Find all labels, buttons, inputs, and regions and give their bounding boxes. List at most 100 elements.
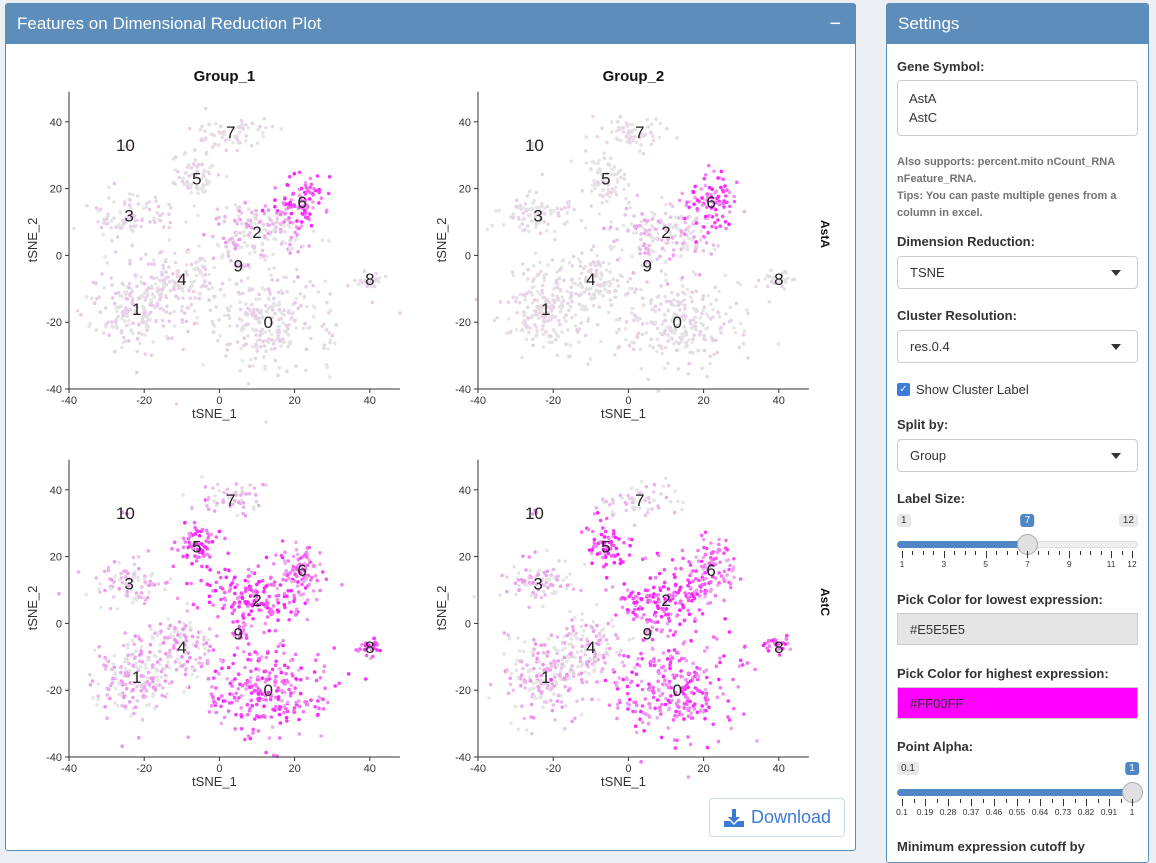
download-button[interactable]: Download bbox=[709, 798, 845, 837]
gene-symbol-textarea[interactable]: AstA AstC bbox=[897, 80, 1138, 136]
cell-point bbox=[615, 238, 619, 242]
cell-point bbox=[583, 670, 587, 674]
label-size-slider[interactable]: 1 12 7 1 3 5 7 9 11 12 bbox=[897, 508, 1138, 569]
cell-point bbox=[552, 576, 556, 580]
cell-point bbox=[532, 666, 536, 671]
cell-point bbox=[304, 304, 309, 309]
cell-point bbox=[290, 246, 295, 251]
cell-point bbox=[529, 702, 534, 707]
cell-point bbox=[663, 328, 667, 333]
cell-point bbox=[264, 125, 268, 130]
cell-point bbox=[666, 634, 670, 638]
cell-point bbox=[591, 641, 596, 646]
split-by-select[interactable]: Group bbox=[897, 439, 1138, 472]
high-color-input[interactable]: #FF00FF bbox=[897, 687, 1138, 719]
cell-point bbox=[190, 506, 194, 511]
cell-point bbox=[249, 691, 254, 695]
cell-point bbox=[133, 655, 138, 660]
cell-point bbox=[627, 637, 632, 642]
cell-point bbox=[176, 283, 181, 288]
cell-point bbox=[705, 745, 710, 750]
cell-point bbox=[591, 303, 596, 308]
cell-point bbox=[671, 253, 676, 257]
cell-point bbox=[235, 646, 240, 650]
cell-point bbox=[180, 179, 185, 184]
cell-point bbox=[254, 297, 258, 301]
cell-point bbox=[110, 296, 115, 300]
cell-point bbox=[144, 695, 148, 699]
cell-point bbox=[551, 293, 555, 297]
cell-point bbox=[112, 216, 116, 220]
cell-point bbox=[573, 716, 577, 720]
cell-point bbox=[216, 697, 221, 701]
collapse-button[interactable]: − bbox=[829, 13, 841, 35]
cell-point bbox=[210, 286, 215, 290]
cell-point bbox=[522, 716, 527, 721]
cell-point bbox=[169, 206, 173, 210]
dim-reduction-select[interactable]: TSNE bbox=[897, 256, 1138, 289]
cell-point bbox=[283, 230, 288, 234]
x-tick-label: 40 bbox=[364, 763, 376, 775]
cell-point bbox=[264, 254, 269, 259]
show-cluster-checkbox[interactable]: ✓ Show Cluster Label bbox=[897, 382, 1029, 397]
cell-point bbox=[301, 326, 306, 331]
cell-point bbox=[668, 660, 673, 665]
cell-point bbox=[297, 699, 301, 703]
cell-point bbox=[216, 615, 220, 619]
cell-point bbox=[521, 292, 526, 297]
cell-point bbox=[102, 663, 106, 667]
cell-point bbox=[142, 291, 146, 296]
cell-point bbox=[284, 275, 289, 280]
cluster-res-select[interactable]: res.0.4 bbox=[897, 330, 1138, 363]
cell-point bbox=[292, 319, 297, 323]
cell-point bbox=[276, 618, 280, 622]
cell-point bbox=[647, 228, 652, 232]
cell-point bbox=[542, 318, 546, 322]
cell-point bbox=[265, 651, 270, 655]
cell-point bbox=[666, 483, 671, 488]
cell-point bbox=[717, 677, 721, 682]
cell-point bbox=[627, 137, 632, 142]
cell-point bbox=[631, 617, 636, 621]
cell-point bbox=[260, 327, 265, 332]
cell-point bbox=[113, 686, 118, 691]
cell-point bbox=[559, 677, 563, 681]
cell-point bbox=[700, 704, 704, 708]
cluster-label: 8 bbox=[774, 270, 783, 289]
point-alpha-slider[interactable]: 0.1 1 0.1 0.19 0.28 0.37 0.46 0.55 0.64 0.73 0.82 0… bbox=[896, 756, 1143, 817]
cell-point bbox=[162, 285, 166, 289]
cell-point bbox=[288, 251, 292, 255]
cell-point bbox=[673, 575, 677, 579]
cell-point bbox=[766, 638, 771, 643]
cell-point bbox=[246, 224, 251, 228]
cell-point bbox=[267, 610, 272, 614]
cell-point bbox=[651, 490, 656, 494]
cell-point bbox=[117, 578, 122, 582]
cell-point bbox=[287, 576, 291, 581]
cell-point bbox=[216, 338, 220, 343]
cell-point bbox=[701, 555, 706, 560]
cell-point bbox=[283, 329, 287, 333]
cell-point bbox=[558, 287, 562, 292]
cell-point bbox=[706, 294, 710, 298]
cell-point bbox=[221, 606, 225, 610]
checkmark-icon[interactable]: ✓ bbox=[897, 383, 910, 396]
cell-point bbox=[225, 342, 230, 347]
cell-point bbox=[243, 665, 247, 670]
cell-point bbox=[258, 311, 263, 315]
cell-point bbox=[596, 642, 601, 647]
cell-point bbox=[263, 258, 267, 262]
cell-point bbox=[624, 676, 629, 680]
cell-point bbox=[583, 226, 588, 230]
cell-point bbox=[263, 364, 267, 369]
cell-point bbox=[251, 310, 256, 315]
cell-point bbox=[272, 301, 276, 306]
cell-point bbox=[324, 362, 329, 367]
cell-point bbox=[693, 272, 698, 276]
cell-point bbox=[268, 230, 273, 235]
cell-point bbox=[295, 233, 299, 237]
cell-point bbox=[176, 170, 180, 174]
low-color-input[interactable]: #E5E5E5 bbox=[897, 613, 1138, 645]
cell-point bbox=[661, 221, 665, 225]
cell-point bbox=[608, 270, 612, 274]
